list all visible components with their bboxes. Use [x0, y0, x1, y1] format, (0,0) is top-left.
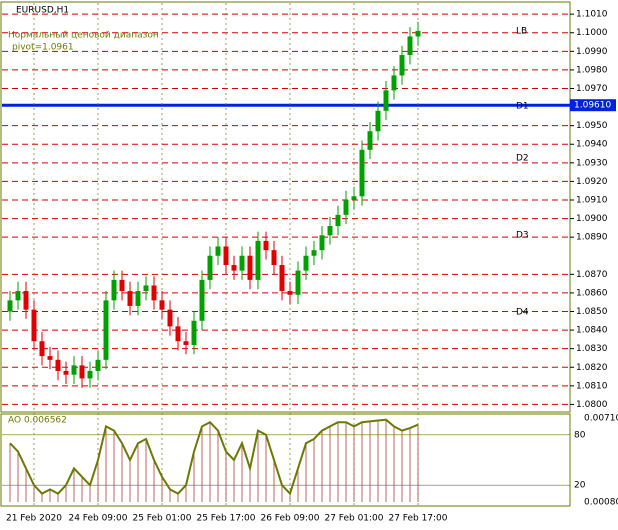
candle-body — [183, 341, 189, 345]
candle-body — [199, 279, 205, 321]
osc-tick-label: 20 — [574, 481, 586, 491]
annotation: D4 — [516, 308, 529, 318]
y-tick-label: 1.0820 — [576, 363, 608, 373]
subtitle: Нормальный ценовой диапазон — [8, 31, 159, 41]
candle-body — [175, 326, 181, 342]
y-tick-label: 1.0980 — [576, 65, 608, 75]
candle-body — [71, 365, 77, 375]
candle-body — [327, 226, 333, 236]
y-tick-label: 1.0800 — [576, 400, 608, 410]
x-tick-label: 27 Feb 17:00 — [388, 514, 447, 524]
x-tick-label: 21 Feb 2020 — [6, 514, 62, 524]
candle-body — [239, 255, 245, 271]
y-tick-label: 1.0970 — [576, 84, 608, 94]
pivot-label: 1.09610 — [574, 101, 611, 111]
candle-body — [375, 110, 381, 132]
candle-body — [127, 291, 133, 306]
oscillator-title: AO 0.006562 — [8, 416, 67, 426]
y-tick-label: 1.0990 — [576, 47, 608, 57]
candle-body — [391, 75, 397, 91]
candle-body — [359, 149, 365, 197]
note: pivot=1.0961 — [12, 43, 74, 53]
chart-title: EURUSD,H1 — [16, 6, 69, 16]
y-tick-label: 1.0910 — [576, 195, 608, 205]
candle-body — [135, 291, 141, 306]
y-tick-label: 1.0900 — [576, 214, 608, 224]
candle-body — [287, 291, 293, 295]
candle-body — [335, 214, 341, 227]
x-tick-label: 27 Feb 01:00 — [324, 514, 383, 524]
candle-body — [295, 270, 301, 295]
y-tick-label: 1.0950 — [576, 121, 608, 131]
candle-body — [79, 365, 85, 379]
candle-body — [143, 285, 149, 292]
candle-body — [111, 279, 117, 301]
annotation: LB — [516, 27, 527, 37]
candle-body — [167, 309, 173, 327]
candle-body — [303, 255, 309, 271]
main-frame — [0, 1, 571, 413]
y-tick-label: 1.0810 — [576, 381, 608, 391]
x-tick-label: 25 Feb 17:00 — [196, 514, 255, 524]
osc-label: 0.000808 — [584, 498, 618, 508]
candle-body — [15, 291, 21, 301]
candle-body — [63, 370, 69, 375]
candle-body — [47, 356, 53, 360]
candle-body — [223, 246, 229, 266]
candle-body — [55, 359, 61, 371]
candle-body — [119, 279, 125, 292]
candle-body — [399, 55, 405, 76]
y-tick-label: 1.0850 — [576, 307, 608, 317]
candle-body — [319, 235, 325, 251]
candle-body — [263, 240, 269, 251]
candle-body — [95, 359, 101, 371]
candle-body — [87, 370, 93, 379]
candle-body — [39, 341, 45, 357]
candle-body — [311, 250, 317, 256]
osc-tick-label: 80 — [574, 430, 586, 440]
candle-body — [231, 265, 237, 271]
candle-body — [279, 265, 285, 292]
oscillator-frame — [0, 413, 571, 507]
annotation: D2 — [516, 154, 529, 164]
candle-body — [7, 300, 13, 312]
candle-body — [383, 90, 389, 111]
pivot-label-bg — [570, 99, 616, 112]
y-tick-label: 1.1000 — [576, 28, 608, 38]
y-tick-label: 1.0920 — [576, 177, 608, 187]
osc-label: 0.007107 — [584, 414, 618, 424]
y-tick-label: 1.0830 — [576, 344, 608, 354]
y-tick-label: 1.0870 — [576, 270, 608, 280]
candle-body — [151, 285, 157, 301]
x-tick-label: 24 Feb 09:00 — [68, 514, 127, 524]
candle-body — [343, 199, 349, 215]
candle-body — [255, 240, 261, 280]
candle-body — [247, 255, 253, 280]
annotation: D3 — [516, 231, 529, 241]
candle-body — [367, 131, 373, 150]
y-tick-label: 1.0940 — [576, 140, 608, 150]
candle-body — [31, 309, 37, 342]
candle-body — [207, 255, 213, 280]
y-tick-label: 1.0930 — [576, 158, 608, 168]
y-tick-label: 1.0890 — [576, 233, 608, 243]
annotation: D1 — [516, 102, 529, 112]
y-tick-label: 1.1010 — [576, 10, 608, 20]
candle-body — [191, 320, 197, 345]
candle-body — [351, 196, 357, 200]
candle-body — [159, 300, 165, 310]
y-tick-label: 1.0840 — [576, 326, 608, 336]
candle-body — [415, 30, 421, 37]
x-tick-label: 26 Feb 09:00 — [260, 514, 319, 524]
candle-body — [271, 250, 277, 266]
candle-body — [215, 246, 221, 256]
osc-line — [9, 418, 419, 496]
candle-body — [23, 291, 29, 310]
candle-body — [407, 36, 413, 56]
y-tick-label: 1.0860 — [576, 288, 608, 298]
candle-body — [103, 300, 109, 360]
x-tick-label: 25 Feb 01:00 — [132, 514, 191, 524]
